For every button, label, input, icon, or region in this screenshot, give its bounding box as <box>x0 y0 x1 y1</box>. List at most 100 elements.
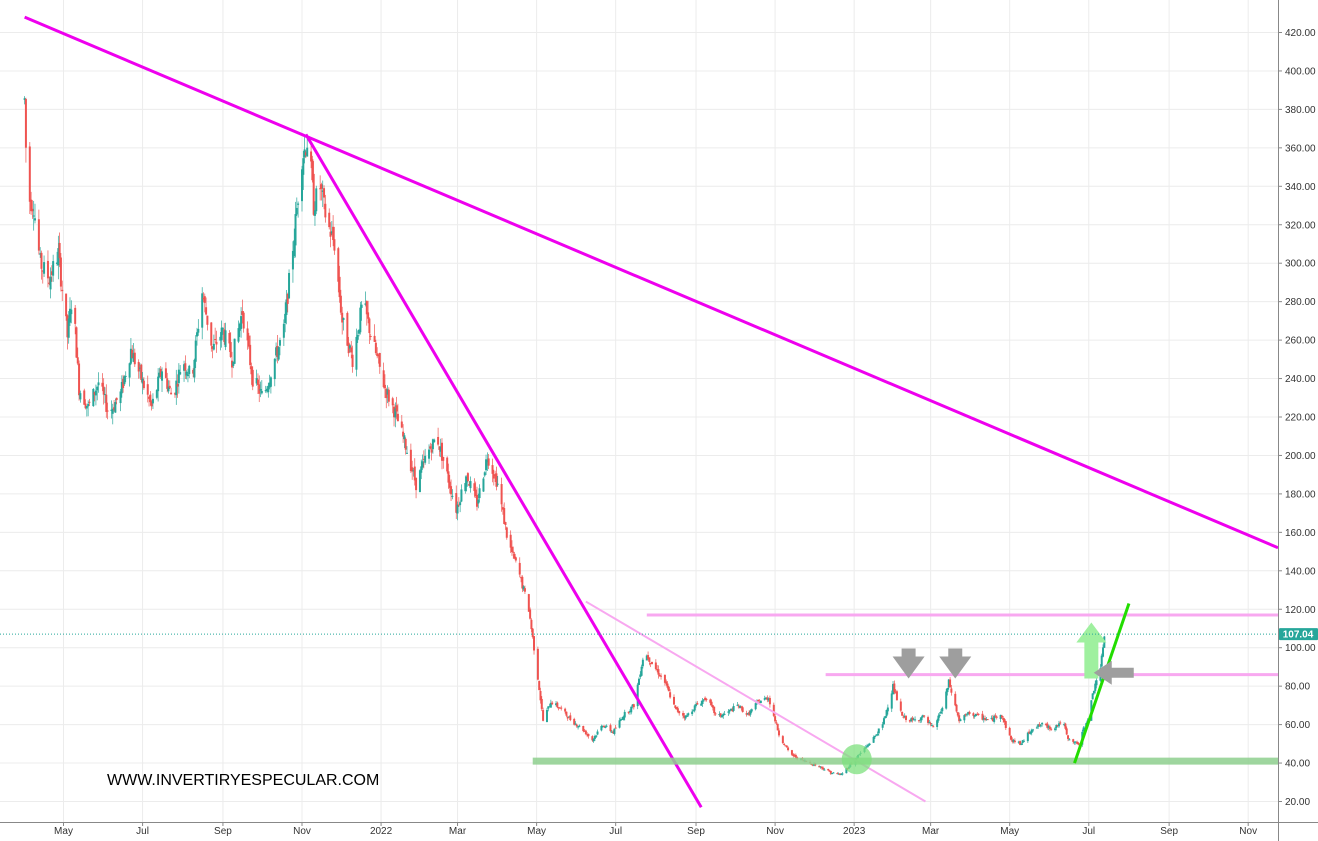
candle-up <box>621 718 624 720</box>
candle-up <box>876 734 879 736</box>
x-tick-label: Jul <box>1082 826 1095 837</box>
candle-up <box>947 679 950 688</box>
candle-down <box>500 484 503 505</box>
candle-up <box>167 386 170 392</box>
candle-up <box>1047 726 1050 728</box>
candle-up <box>424 455 427 463</box>
candle-up <box>96 386 99 391</box>
candle-down <box>893 683 896 693</box>
candle-up <box>49 276 52 290</box>
candle-down <box>531 628 534 637</box>
candle-up <box>1022 740 1025 742</box>
pink-channel-downtrend <box>585 600 926 803</box>
candle-down <box>950 688 953 693</box>
candle-up <box>39 253 42 255</box>
candle-up <box>330 231 333 234</box>
y-tick-label: 80.00 <box>1285 682 1310 693</box>
candle-down <box>776 723 779 731</box>
candle-down <box>75 327 78 358</box>
candle-down <box>894 692 897 694</box>
candle-up <box>722 713 725 716</box>
candle-up <box>431 439 434 450</box>
candle-up <box>219 336 222 341</box>
candle-up <box>275 347 278 356</box>
candle-up <box>639 674 642 677</box>
candle-up <box>965 714 968 716</box>
candle-down <box>400 421 403 428</box>
candle-down <box>258 384 261 394</box>
candle-up <box>302 158 305 175</box>
candle-down <box>976 713 979 715</box>
candle-up <box>297 203 300 205</box>
candle-down <box>737 706 740 708</box>
candle-up <box>921 715 924 717</box>
x-tick-label: Jul <box>136 826 149 837</box>
y-tick-label: 220.00 <box>1285 413 1316 424</box>
y-tick-label: 40.00 <box>1285 759 1310 770</box>
candle-down <box>1077 742 1080 745</box>
candle-up <box>691 711 694 715</box>
candle-up <box>873 735 876 738</box>
candle-up <box>188 365 191 375</box>
candle-up <box>638 678 640 685</box>
candle-down <box>902 716 905 718</box>
candle-up <box>636 684 639 707</box>
candle-down <box>560 707 563 709</box>
candle-up <box>478 488 481 499</box>
candle-down <box>656 668 659 671</box>
candle-down <box>682 713 685 716</box>
candle-up <box>68 308 71 323</box>
magenta-long-downtrend <box>24 15 1279 550</box>
candle-down <box>122 378 125 389</box>
candle-down <box>908 719 911 722</box>
candle-up <box>837 773 840 775</box>
candle-down <box>376 353 379 357</box>
y-tick-label: 380.00 <box>1285 105 1316 116</box>
candle-down <box>1056 724 1059 726</box>
candle-down <box>487 458 490 466</box>
candle-down <box>448 481 451 488</box>
candle-down <box>829 771 832 774</box>
arrow-left-icon <box>1093 660 1134 685</box>
candle-down <box>705 698 708 701</box>
candle-up <box>151 398 154 404</box>
candle-down <box>927 717 930 723</box>
candle-up <box>277 347 280 360</box>
candle-up <box>177 369 180 384</box>
candle-down <box>455 493 458 513</box>
candle-up <box>595 735 598 737</box>
candle-down <box>450 486 453 495</box>
candle-down <box>369 335 372 337</box>
candle-down <box>977 713 980 715</box>
candle-down <box>1002 718 1005 720</box>
candle-down <box>1064 723 1067 729</box>
candle-up <box>175 380 178 396</box>
candle-down <box>648 657 651 662</box>
candle-up <box>111 408 114 414</box>
candle-up <box>282 323 285 338</box>
candle-up <box>403 435 406 440</box>
candle-down <box>346 312 349 346</box>
candle-down <box>929 722 932 725</box>
candle-down <box>566 716 569 719</box>
candle-up <box>85 405 88 409</box>
candle-down <box>176 383 179 387</box>
y-tick-label: 240.00 <box>1285 374 1316 385</box>
candle-up <box>941 707 944 712</box>
x-tick-label: 2023 <box>843 826 866 837</box>
x-tick-label: Sep <box>687 826 705 837</box>
candle-up <box>459 502 462 506</box>
candle-down <box>503 508 506 524</box>
candle-down <box>583 730 586 732</box>
x-tick-label: May <box>54 826 73 837</box>
candle-up <box>238 323 241 331</box>
candle-up <box>1041 722 1044 725</box>
candle-down <box>320 184 323 189</box>
candle-up <box>1032 729 1035 731</box>
candle-up <box>868 743 871 745</box>
y-tick-label: 320.00 <box>1285 220 1316 231</box>
candle-up <box>1068 739 1071 741</box>
candle-up <box>418 470 421 493</box>
candle-down <box>395 405 398 412</box>
candle-up <box>693 705 696 711</box>
